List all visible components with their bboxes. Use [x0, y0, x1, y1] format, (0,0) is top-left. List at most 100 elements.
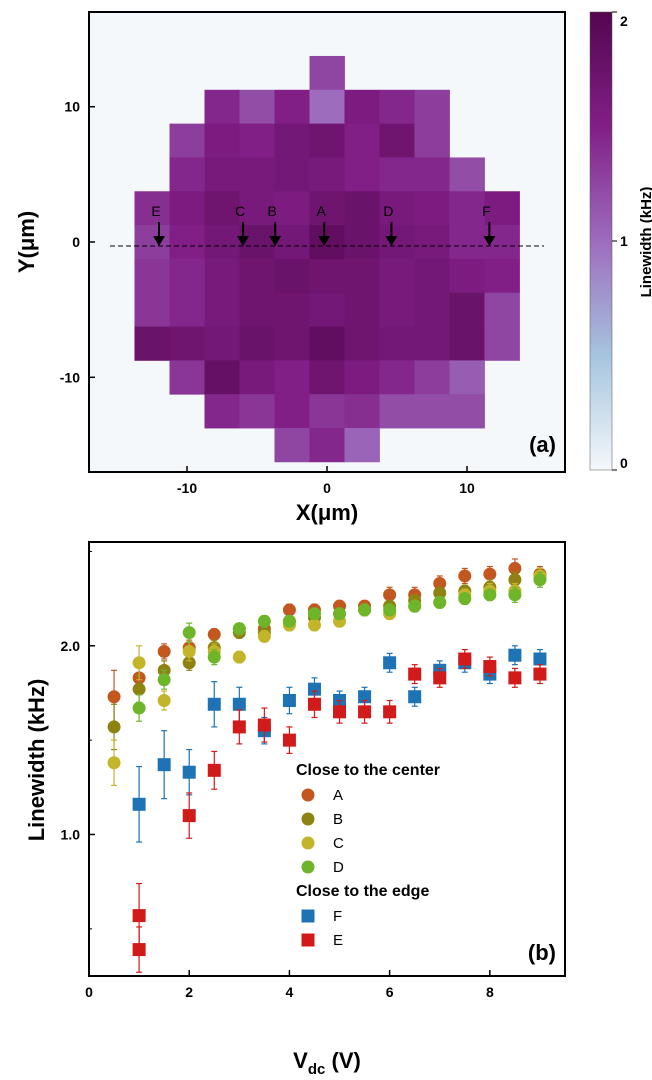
data-point	[508, 561, 522, 575]
panel-label-a: (a)	[529, 432, 556, 457]
data-point	[307, 697, 321, 711]
heatmap-cell	[204, 123, 240, 158]
panel-label-b: (b)	[528, 940, 556, 965]
data-point	[533, 652, 547, 666]
heatmap-cell	[239, 394, 275, 429]
heatmap-cell	[204, 326, 240, 361]
y-tick-label: 10	[64, 99, 80, 115]
data-point	[107, 720, 121, 734]
legend-label: B	[333, 811, 343, 828]
heatmap-cell	[449, 394, 485, 429]
data-point	[483, 660, 497, 674]
data-point	[433, 586, 447, 600]
data-point	[207, 650, 221, 664]
data-point	[458, 569, 472, 583]
data-point	[383, 705, 397, 719]
data-point	[182, 626, 196, 640]
scatter-x-ticks: 0 2 4 6 8	[85, 970, 494, 1000]
marker-arrow-head	[153, 236, 165, 247]
legend-marker	[301, 860, 315, 874]
heatmap-cell	[449, 157, 485, 192]
heatmap-cell	[449, 292, 485, 327]
data-point	[433, 671, 447, 685]
heatmap-cell	[344, 123, 380, 158]
data-point	[483, 567, 497, 581]
heatmap-cell	[134, 258, 170, 294]
marker-label-c: C	[235, 203, 245, 219]
heatmap-cell	[309, 292, 345, 327]
heatmap-cell	[274, 292, 310, 327]
scatter-y-axis-title: Linewidth (kHz)	[24, 679, 49, 842]
heatmap-cell	[169, 191, 205, 226]
heatmap-cell	[239, 258, 275, 294]
heatmap-cell	[239, 191, 275, 226]
heatmap-cell	[169, 360, 205, 395]
heatmap-cell	[309, 89, 345, 125]
colorbar: 0 1 2 Linewidth (kHz)	[589, 11, 652, 471]
heatmap-cell	[239, 326, 275, 361]
heatmap-cell	[484, 258, 520, 294]
data-point	[433, 595, 447, 609]
data-point	[182, 644, 196, 658]
colorbar-tick-label: 0	[620, 455, 628, 471]
heatmap-cell	[204, 225, 240, 260]
legend-marker	[301, 933, 315, 947]
heatmap-cell	[309, 428, 345, 463]
data-point	[307, 618, 321, 632]
legend-group-title: Close to the center	[296, 762, 440, 779]
heatmap-cell	[449, 225, 485, 260]
legend-label: D	[333, 859, 344, 876]
x-tick-label: 4	[286, 984, 294, 1000]
data-point	[157, 758, 171, 772]
data-point	[282, 603, 296, 617]
heatmap-cell	[274, 394, 310, 429]
heatmap-cell	[344, 428, 380, 463]
heatmap-cell	[204, 157, 240, 192]
marker-arrow-head	[237, 236, 249, 247]
marker-label-d: D	[383, 203, 393, 219]
heatmap-cell	[414, 89, 450, 125]
colorbar-ticks: 0 1 2	[612, 11, 628, 471]
data-point	[132, 701, 146, 715]
x-axis-title-subscript: dc	[308, 1061, 326, 1078]
heatmap-cell	[309, 360, 345, 395]
marker-label-b: B	[268, 203, 277, 219]
heatmap-cell	[484, 326, 520, 361]
heatmap-cell	[274, 360, 310, 395]
heatmap-cell	[414, 191, 450, 226]
scatter-points	[107, 558, 547, 973]
heatmap-cell	[379, 123, 415, 158]
y-tick-label: 0	[72, 234, 80, 250]
data-point	[458, 652, 472, 666]
heatmap-cell	[134, 292, 170, 327]
data-point	[132, 656, 146, 670]
data-point	[257, 718, 271, 732]
data-point	[232, 697, 246, 711]
colorbar-tick-label: 2	[620, 13, 628, 29]
heatmap-cell	[379, 258, 415, 294]
data-point	[483, 588, 497, 602]
legend-marker	[301, 836, 315, 850]
heatmap-cell	[484, 292, 520, 327]
colorbar-tick-label: 1	[620, 233, 628, 249]
data-point	[383, 588, 397, 602]
heatmap-cell	[239, 157, 275, 192]
heatmap-cell	[134, 191, 170, 226]
heatmap-x-axis-title: X(μm)	[296, 500, 358, 525]
data-point	[232, 720, 246, 734]
data-point	[157, 644, 171, 658]
x-axis-title-unit: (V)	[325, 1048, 360, 1073]
marker-label-f: F	[482, 203, 491, 219]
data-point	[307, 607, 321, 621]
data-point	[132, 682, 146, 696]
heatmap-cell	[134, 326, 170, 361]
heatmap-cell	[239, 225, 275, 260]
data-point	[383, 603, 397, 617]
heatmap-cell	[379, 89, 415, 125]
data-point	[182, 656, 196, 670]
marker-arrow-head	[483, 236, 496, 247]
x-tick-label: 8	[486, 984, 494, 1000]
heatmap-cell	[169, 157, 205, 192]
